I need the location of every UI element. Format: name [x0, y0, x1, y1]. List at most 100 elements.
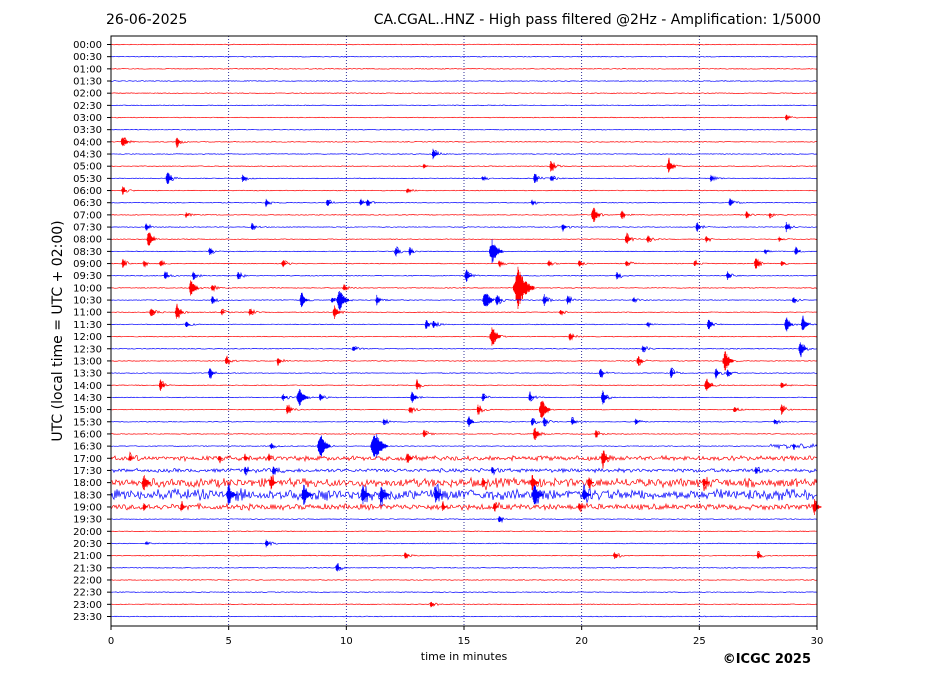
trace-row	[110, 137, 818, 149]
row-label: 05:00	[73, 162, 102, 173]
seismic-event	[332, 305, 341, 319]
trace-row	[110, 246, 818, 262]
seismic-event	[625, 260, 631, 267]
seismic-event	[578, 503, 584, 511]
row-label: 20:00	[73, 527, 102, 538]
trace-row	[110, 173, 818, 182]
row-label: 13:00	[73, 356, 102, 367]
seismic-event	[530, 474, 540, 491]
seismic-event	[561, 224, 568, 230]
trace-row	[110, 331, 818, 345]
seismic-event	[542, 294, 550, 307]
seismic-event	[531, 418, 537, 426]
row-label: 09:30	[73, 271, 102, 282]
grid	[228, 36, 700, 626]
trace-row	[110, 292, 818, 311]
seismic-event	[415, 381, 422, 390]
seismic-event	[406, 453, 413, 463]
seismic-event	[276, 358, 283, 364]
seismic-event	[145, 542, 151, 545]
row-label: 07:00	[73, 210, 102, 221]
seismic-event	[587, 477, 594, 488]
trace-row	[110, 516, 818, 524]
x-tick-label: 10	[340, 636, 353, 647]
chart-title: CA.CGAL..HNZ - High pass filtered @2Hz -…	[374, 12, 821, 28]
seismic-event	[236, 272, 243, 280]
trace-row	[110, 270, 818, 280]
seismic-event	[800, 318, 810, 331]
seismic-event	[366, 199, 372, 206]
seismic-event	[702, 478, 710, 487]
x-tick-label: 15	[458, 636, 471, 647]
trace-row	[110, 232, 818, 244]
trace-row	[110, 274, 818, 298]
seismic-event	[211, 296, 217, 304]
trace-row	[110, 92, 818, 94]
seismic-event	[792, 297, 798, 303]
trace-row	[110, 438, 818, 455]
seismic-event	[693, 261, 699, 266]
row-label: 01:00	[73, 64, 102, 75]
seismic-event	[778, 236, 784, 242]
row-label: 00:00	[73, 40, 102, 51]
seismic-event	[185, 212, 191, 218]
row-label: 02:30	[73, 101, 102, 112]
seismic-event	[145, 223, 151, 231]
seismic-event	[163, 272, 170, 279]
seismic-event	[433, 487, 443, 503]
seismic-event	[375, 294, 382, 306]
seismic-event	[149, 308, 157, 316]
seismic-event	[159, 260, 165, 267]
seismic-event	[491, 467, 497, 474]
trace-row	[110, 187, 818, 195]
seismic-event	[243, 455, 250, 461]
row-label: 23:00	[73, 600, 102, 611]
seismic-event	[251, 224, 257, 230]
seismic-event	[281, 259, 287, 268]
row-label: 22:00	[73, 575, 102, 586]
row-label: 16:30	[73, 442, 102, 453]
seismic-event	[568, 333, 575, 340]
row-label: 10:00	[73, 283, 102, 294]
seismic-event	[403, 552, 410, 559]
seismic-event	[192, 271, 198, 280]
row-label: 05:30	[73, 174, 102, 185]
seismic-event	[722, 351, 734, 371]
traces	[110, 43, 822, 618]
x-axis-ticks: 0 5 10 15 20 25 30	[108, 626, 823, 647]
seismic-event	[220, 309, 226, 316]
seismic-event	[121, 137, 129, 147]
trace-row	[110, 551, 818, 559]
seismic-event	[512, 266, 535, 309]
y-axis-label: UTC (local time = UTC + 02:00)	[50, 220, 66, 441]
seismic-event	[756, 552, 763, 559]
seismic-event	[248, 309, 255, 316]
seismic-event	[272, 466, 278, 475]
row-label: 08:30	[73, 247, 102, 258]
trace-row	[110, 115, 818, 121]
x-axis-label: time in minutes	[421, 650, 508, 663]
trace-row	[110, 128, 818, 131]
seismic-event	[620, 210, 626, 220]
seismic-event	[317, 435, 331, 457]
seismic-event	[299, 292, 309, 308]
seismic-event	[547, 260, 553, 267]
trace-row	[110, 68, 818, 70]
trace-row	[110, 563, 818, 571]
seismic-event	[464, 269, 473, 282]
seismic-event	[728, 199, 735, 206]
row-label: 10:30	[73, 296, 102, 307]
seismic-event	[429, 601, 436, 607]
seismic-event	[326, 199, 332, 206]
seismic-event	[267, 455, 273, 462]
seismic-event	[764, 249, 770, 254]
trace-row	[110, 500, 818, 513]
seismic-event	[142, 260, 149, 267]
seismic-event	[394, 248, 400, 255]
seismic-event	[794, 248, 800, 255]
seismic-event	[481, 478, 488, 488]
seismic-event	[705, 235, 711, 243]
seismic-event	[542, 417, 549, 426]
row-label: 08:00	[73, 235, 102, 246]
